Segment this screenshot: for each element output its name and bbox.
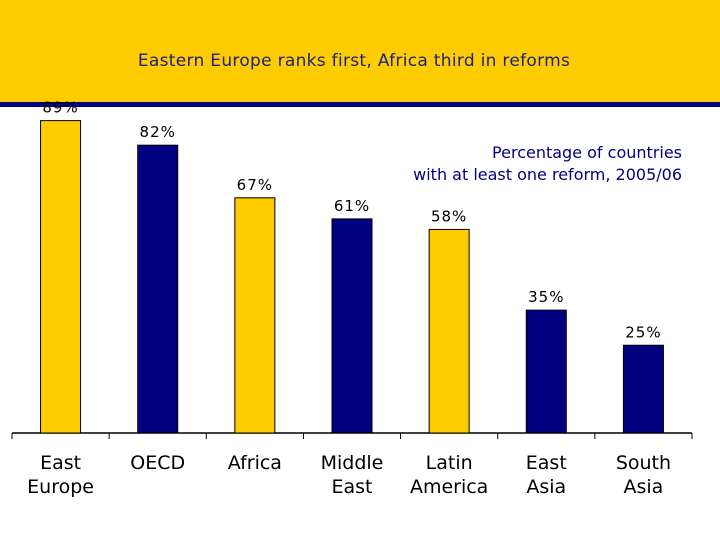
subtitle-line-2: with at least one reform, 2005/06 [413,165,682,184]
bar-1 [137,144,179,434]
value-label-5: 35% [528,288,564,306]
subtitle-line-1: Percentage of countries [492,143,682,162]
category-label-6-line2: Asia [624,476,664,498]
category-label-2: Africa [228,452,282,474]
bar-2 [234,197,276,434]
category-label-0-line2: Europe [27,476,94,498]
category-label-4-line2: America [410,476,488,498]
category-label-0: East [40,452,81,474]
bar-3 [331,218,373,434]
value-label-1: 82% [140,123,176,141]
bar-0 [40,120,82,434]
value-label-6: 25% [625,323,661,341]
chart-title: Eastern Europe ranks first, Africa third… [137,51,571,71]
category-label-5: East [526,452,567,474]
category-label-5-line2: Asia [526,476,566,498]
title-banner: Eastern Europe ranks first, Africa third… [0,0,720,107]
category-label-3-line2: East [332,476,373,498]
category-label-3: Middle [321,452,384,474]
category-label-6: South [616,452,671,474]
bar-5 [525,309,567,434]
category-label-4: Latin [426,452,473,474]
value-label-3: 61% [334,197,370,215]
bar-4 [428,228,470,434]
value-label-2: 67% [237,176,273,194]
chart-subtitle: Percentage of countries with at least on… [413,142,682,186]
value-label-4: 58% [431,207,467,225]
bar-6 [622,344,664,434]
category-label-1: OECD [130,452,185,474]
